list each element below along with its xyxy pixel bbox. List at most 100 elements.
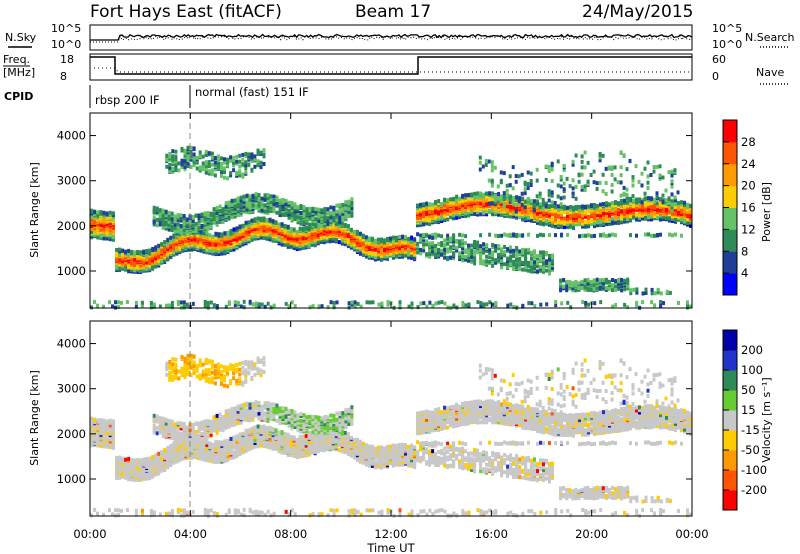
power-cell [173,228,177,233]
power-cell [458,251,462,256]
power-cell [572,221,575,226]
power-cell [434,247,438,252]
power-cell [539,232,542,237]
power-cell [124,249,128,254]
power-cell [623,287,627,292]
power-cell [647,232,650,237]
power-cell [207,169,211,174]
power-cell [183,155,187,160]
power-cell [661,175,665,180]
power-cell [183,165,187,169]
power-cell [611,201,614,205]
power-cell [641,203,644,208]
power-cell [515,195,519,200]
power-cell [380,242,383,247]
power-cell [136,254,140,259]
power-cell [497,258,501,263]
power-cell [229,155,233,160]
power-cell [165,164,169,169]
power-cell [676,190,680,195]
power-cell [503,253,507,258]
power-cell [358,235,362,240]
power-cell [338,215,342,220]
power-cell [105,222,109,227]
power-cell [434,208,438,213]
power-cell [311,206,315,211]
power-cell [434,232,438,237]
power-cell [301,236,305,241]
power-cell [186,155,190,160]
power-cell [610,165,614,170]
power-cell [524,199,528,204]
power-cell [229,247,233,252]
power-cell [323,210,327,215]
nave-tick-top: 60 [712,53,726,66]
power-cell [664,198,668,203]
power-cell [220,232,224,237]
power-cell [167,219,171,224]
power-cell [532,208,536,213]
power-cell [493,198,497,203]
power-cell [473,191,477,196]
power-cell [587,208,590,213]
nave-trace [94,67,692,73]
power-cell [168,152,172,156]
power-cell [338,206,342,211]
power-cell [183,162,187,166]
plot-title: Fort Hays East (fitACF) [90,2,282,22]
power-cell [232,163,236,168]
power-cell [521,205,525,210]
power-cell [566,213,569,218]
power-cell [160,248,164,253]
power-cell [314,209,318,214]
power-cell [578,205,581,209]
power-cell [515,263,519,267]
power-cell [437,201,441,206]
power-cell [192,146,196,151]
power-cell [467,198,471,203]
power-cell [355,242,359,247]
power-cell [617,201,620,206]
power-cell [407,249,411,254]
power-cell [268,229,272,234]
power-cell [189,154,193,159]
power-cell [499,170,503,175]
power-cell [638,197,641,202]
power-cell [293,217,297,221]
power-cell [272,206,276,211]
power-cell [434,253,438,258]
power-cell [446,236,450,241]
power-cell [239,195,243,200]
power-cell [517,199,521,204]
power-cell [608,212,611,217]
power-cell [316,232,320,237]
power-cell [355,231,359,236]
power-cell [199,242,203,247]
power-cell [650,208,653,213]
power-cell [560,204,563,209]
power-cell [473,212,477,216]
power-cell [485,246,489,251]
power-cell [157,243,161,248]
power-cell [210,151,214,156]
power-cell [108,215,112,220]
power-cell [551,253,554,258]
power-cell [254,192,258,197]
power-cell [241,223,245,228]
power-cell [446,241,450,246]
power-cell [653,291,657,296]
power-cell [338,218,342,223]
power-cell [512,196,516,200]
power-cell [229,158,233,163]
power-cell [364,235,368,240]
power-cell [485,194,489,199]
power-cell [511,165,515,170]
power-cell [223,249,227,254]
power-cell [650,287,654,292]
power-cell [497,234,501,238]
power-cell [216,158,220,163]
power-cell [341,211,345,216]
power-cell [655,195,659,199]
power-cell [271,227,275,232]
power-cell [170,224,174,229]
